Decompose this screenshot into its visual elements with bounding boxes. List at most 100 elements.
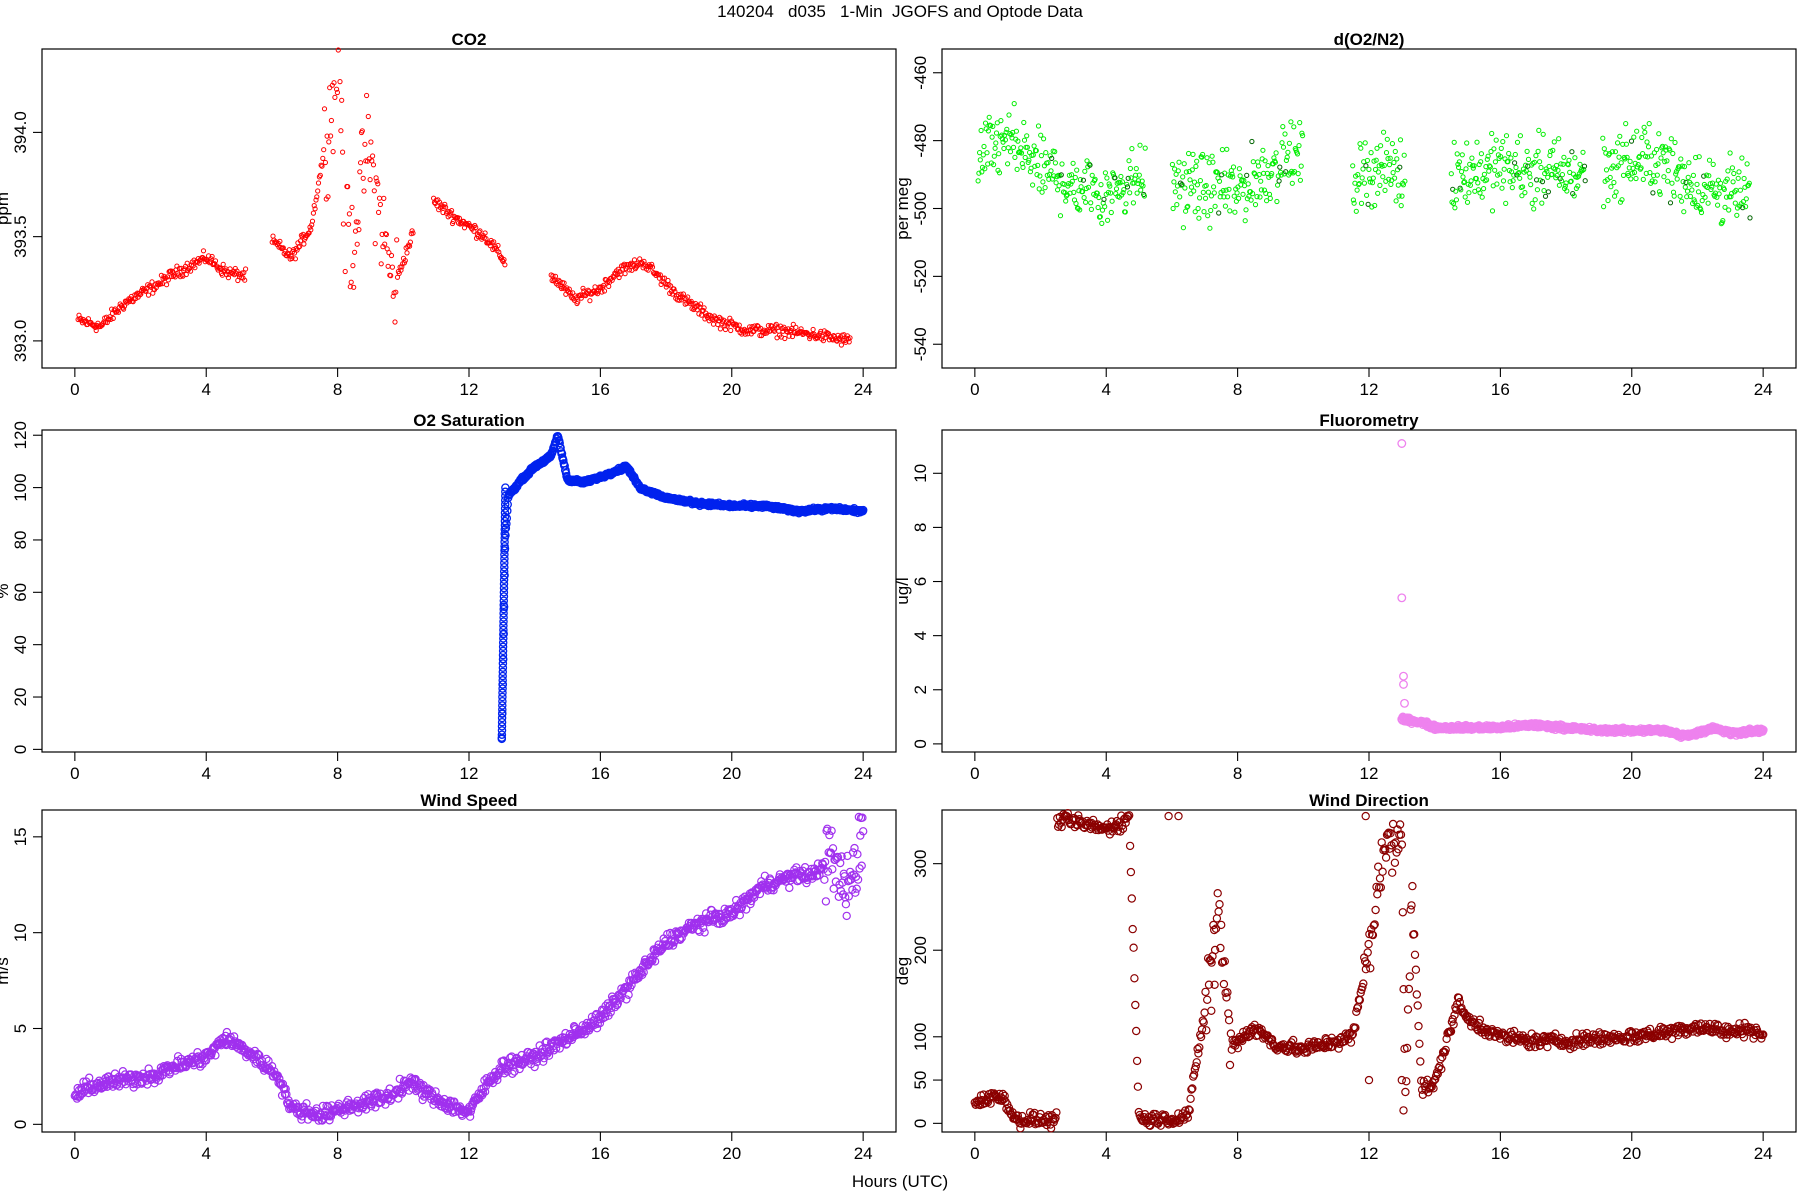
data-point <box>1088 206 1095 212</box>
data-point <box>1030 182 1036 188</box>
data-point <box>1066 181 1072 187</box>
data-point <box>1258 178 1264 184</box>
data-point <box>501 483 510 492</box>
data-point <box>1102 170 1109 176</box>
data-point <box>1182 185 1188 191</box>
data-point <box>1487 164 1493 170</box>
data-point <box>1387 868 1397 877</box>
data-point <box>579 292 585 298</box>
data-point <box>1732 200 1738 206</box>
data-point <box>1021 119 1027 126</box>
y-tick-label: 10 <box>11 923 30 942</box>
data-point <box>325 194 331 200</box>
data-point <box>407 239 413 245</box>
data-point <box>978 127 984 134</box>
data-point <box>1005 161 1011 167</box>
data-point <box>1363 163 1369 169</box>
data-point <box>1488 148 1494 155</box>
data-point <box>837 852 846 861</box>
data-point <box>672 288 678 295</box>
data-point <box>1458 187 1464 193</box>
data-point <box>1556 182 1563 188</box>
data-point <box>1618 160 1624 166</box>
data-point <box>1290 170 1296 176</box>
data-point <box>500 550 509 559</box>
data-point <box>1731 170 1737 177</box>
data-point <box>578 295 584 301</box>
data-point <box>858 813 867 822</box>
x-tick-label: 8 <box>1233 380 1242 399</box>
data-point <box>1608 184 1614 190</box>
data-point <box>1522 190 1528 196</box>
data-point <box>1369 180 1376 186</box>
data-point <box>1108 190 1114 196</box>
data-point <box>1119 179 1126 185</box>
data-point <box>482 230 488 236</box>
data-point <box>622 271 628 277</box>
data-point <box>1453 188 1459 194</box>
data-point <box>1512 160 1518 166</box>
data-point <box>315 188 321 194</box>
data-point <box>1189 1070 1199 1079</box>
data-point <box>498 684 507 693</box>
data-point <box>1212 203 1218 209</box>
data-point <box>314 194 320 200</box>
data-point <box>390 293 396 299</box>
data-point <box>1213 169 1220 175</box>
data-point <box>1264 198 1270 204</box>
data-point <box>1282 131 1288 137</box>
plot-frame-fluor <box>941 429 1797 753</box>
data-point <box>1644 139 1650 145</box>
data-point <box>996 151 1002 157</box>
data-point <box>1639 134 1645 141</box>
data-point <box>1539 179 1546 185</box>
data-point <box>1528 182 1534 188</box>
y-tick-label: 394.0 <box>11 111 30 154</box>
data-point <box>1283 157 1290 163</box>
x-tick-label: 12 <box>460 764 479 783</box>
data-point <box>373 175 379 181</box>
data-point <box>375 181 381 187</box>
data-point <box>1508 155 1514 161</box>
data-point <box>696 311 702 317</box>
data-point <box>1194 182 1201 188</box>
data-point <box>1364 157 1371 164</box>
data-point <box>838 890 848 899</box>
data-point <box>196 260 202 266</box>
data-point <box>498 655 508 664</box>
data-point <box>1370 175 1376 181</box>
data-point <box>1396 193 1402 199</box>
data-point <box>1278 172 1284 178</box>
data-point <box>1231 193 1237 199</box>
data-point <box>1537 159 1543 165</box>
data-point <box>747 324 753 330</box>
data-point <box>639 968 648 977</box>
data-point <box>368 139 374 145</box>
data-point <box>1390 170 1396 176</box>
data-point <box>820 857 830 867</box>
data-point <box>1635 162 1641 168</box>
data-point <box>1236 195 1242 201</box>
data-point <box>1708 186 1714 193</box>
data-point <box>150 1078 159 1088</box>
data-point <box>1395 820 1405 829</box>
data-point <box>1392 175 1398 181</box>
data-point <box>1124 184 1131 190</box>
data-point <box>662 275 668 281</box>
data-point <box>1244 172 1250 178</box>
data-point <box>1581 163 1588 169</box>
data-point <box>587 298 593 304</box>
data-point <box>498 671 507 681</box>
y-tick-label: -480 <box>911 124 930 158</box>
data-point <box>1203 182 1209 189</box>
data-point <box>1080 177 1087 183</box>
data-point <box>717 326 724 332</box>
data-point <box>346 221 352 227</box>
data-point <box>1085 184 1092 190</box>
data-point <box>1133 166 1139 172</box>
points-wdir <box>970 809 1768 1133</box>
data-point <box>1223 988 1232 997</box>
data-point <box>1245 181 1251 187</box>
data-point <box>1232 209 1238 215</box>
